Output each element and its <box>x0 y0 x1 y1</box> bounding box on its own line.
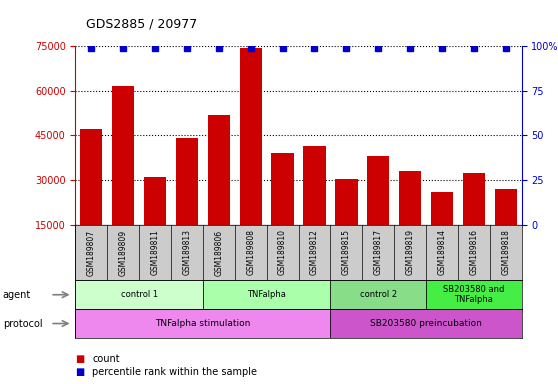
Text: GSM189819: GSM189819 <box>406 230 415 275</box>
Text: GSM189807: GSM189807 <box>87 229 96 276</box>
Bar <box>367 156 389 225</box>
Text: protocol: protocol <box>3 318 42 329</box>
Text: GSM189808: GSM189808 <box>246 230 255 275</box>
Text: count: count <box>92 354 120 364</box>
Text: control 1: control 1 <box>121 290 158 299</box>
Text: SB203580 and
TNFalpha: SB203580 and TNFalpha <box>443 285 504 305</box>
Text: GSM189815: GSM189815 <box>342 230 351 275</box>
Text: GSM189814: GSM189814 <box>437 230 446 275</box>
Bar <box>75 280 203 309</box>
Text: control 2: control 2 <box>360 290 397 299</box>
Text: GSM189809: GSM189809 <box>119 229 128 276</box>
Text: GSM189806: GSM189806 <box>214 229 223 276</box>
Bar <box>144 177 166 225</box>
Bar <box>399 171 421 225</box>
Text: GSM189813: GSM189813 <box>182 230 191 275</box>
Bar <box>203 280 330 309</box>
Text: agent: agent <box>3 290 31 300</box>
Bar <box>494 189 517 225</box>
Bar <box>112 86 134 225</box>
Bar <box>330 309 522 338</box>
Bar <box>335 179 358 225</box>
Bar <box>330 280 426 309</box>
Text: TNFalpha stimulation: TNFalpha stimulation <box>155 319 251 328</box>
Bar <box>304 146 326 225</box>
Text: GSM189816: GSM189816 <box>469 230 478 275</box>
Bar <box>75 309 330 338</box>
Bar <box>80 129 103 225</box>
Bar <box>431 192 453 225</box>
Text: ■: ■ <box>75 367 85 377</box>
Bar <box>426 280 522 309</box>
Text: TNFalpha: TNFalpha <box>247 290 286 299</box>
Text: SB203580 preincubation: SB203580 preincubation <box>370 319 482 328</box>
Text: GDS2885 / 20977: GDS2885 / 20977 <box>86 18 198 31</box>
Text: GSM189812: GSM189812 <box>310 230 319 275</box>
Text: GSM189817: GSM189817 <box>374 230 383 275</box>
Bar <box>463 172 485 225</box>
Bar <box>239 48 262 225</box>
Text: GSM189810: GSM189810 <box>278 230 287 275</box>
Bar <box>176 138 198 225</box>
Text: GSM189811: GSM189811 <box>151 230 160 275</box>
Bar <box>271 153 294 225</box>
Text: percentile rank within the sample: percentile rank within the sample <box>92 367 257 377</box>
Bar <box>208 114 230 225</box>
Text: ■: ■ <box>75 354 85 364</box>
Text: GSM189818: GSM189818 <box>501 230 510 275</box>
